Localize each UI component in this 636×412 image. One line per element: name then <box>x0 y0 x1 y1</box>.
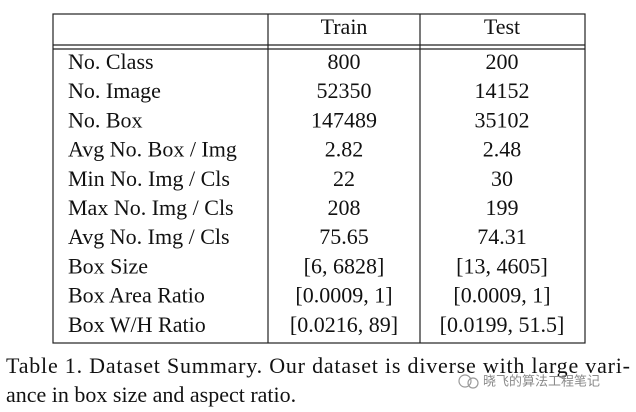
watermark-icon-shape <box>458 374 472 388</box>
caption-line: Table 1. Dataset Summary. Our dataset is… <box>6 353 630 378</box>
row-label: Avg No. Img / Cls <box>68 224 230 249</box>
watermark-icon <box>458 374 479 389</box>
column-header: Test <box>484 14 520 39</box>
table-border <box>52 13 586 344</box>
cell-value: [6, 6828] <box>304 253 385 278</box>
cell-value: 208 <box>328 195 361 220</box>
cell-value: [0.0216, 89] <box>290 312 398 337</box>
cell-value: 147489 <box>311 107 377 132</box>
row-label: Min No. Img / Cls <box>68 166 230 191</box>
column-header: Train <box>321 14 368 39</box>
watermark: 晓飞的算法工程笔记 <box>483 374 600 390</box>
cell-value: 2.48 <box>483 137 522 162</box>
row-label: Box Size <box>68 253 148 278</box>
cell-value: 75.65 <box>319 224 369 249</box>
cell-value: 800 <box>328 49 361 74</box>
cell-value: 2.82 <box>325 137 364 162</box>
cell-value: 74.31 <box>477 224 527 249</box>
row-label: No. Image <box>68 78 161 103</box>
row-label: No. Box <box>68 107 143 132</box>
cell-value: 199 <box>486 195 519 220</box>
cell-value: [0.0199, 51.5] <box>440 312 565 337</box>
cell-value: [0.0009, 1] <box>295 283 392 308</box>
cell-value: [13, 4605] <box>456 253 548 278</box>
cell-value: 35102 <box>475 107 530 132</box>
row-label: Max No. Img / Cls <box>68 195 234 220</box>
cell-value: 52350 <box>317 78 372 103</box>
row-label: Box W/H Ratio <box>68 312 206 337</box>
caption-line: ance in box size and aspect ratio. <box>6 382 296 407</box>
cell-value: 200 <box>486 49 519 74</box>
row-label: Box Area Ratio <box>68 283 205 308</box>
cell-value: 30 <box>491 166 513 191</box>
row-label: No. Class <box>68 49 154 74</box>
cell-value: 14152 <box>475 78 530 103</box>
watermark-icon-shape <box>467 377 479 389</box>
cell-value: [0.0009, 1] <box>453 283 550 308</box>
row-label: Avg No. Box / Img <box>68 137 237 162</box>
cell-value: 22 <box>333 166 355 191</box>
